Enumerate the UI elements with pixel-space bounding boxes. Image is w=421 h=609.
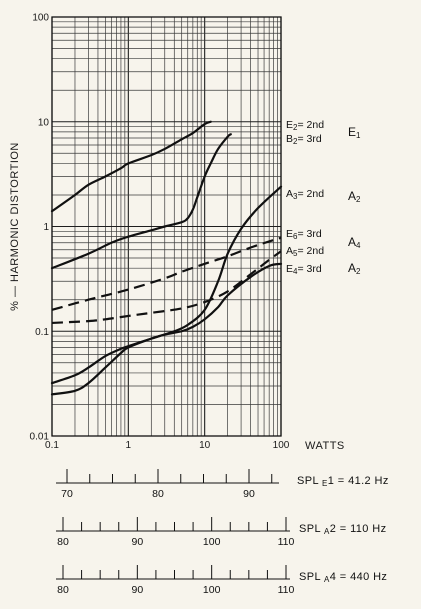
annotation-group-label: A2 — [348, 261, 361, 276]
spl-tick-label: 100 — [203, 536, 221, 548]
series-annotation: A3= 2nd — [286, 188, 324, 201]
series-line-4 — [51, 236, 282, 311]
spl-tick-label: 110 — [278, 584, 295, 596]
annotation-group-label: E1 — [348, 125, 361, 140]
spl-tick-label: 80 — [152, 488, 164, 500]
series-annotation: E4= 3rd — [286, 263, 322, 276]
chart-grid — [51, 16, 282, 437]
annotation-group-label: A4 — [348, 235, 361, 250]
annotation-group-label: A2 — [348, 189, 361, 204]
spl-scale-title: SPL E1 = 41.2 Hz — [297, 475, 389, 488]
y-tick-label: 0.1 — [35, 327, 49, 338]
spl-tick-label: 80 — [57, 584, 69, 596]
x-tick-label: 10 — [199, 440, 211, 451]
x-axis-title: WATTS — [305, 440, 345, 452]
x-tick-label: 0.1 — [45, 440, 59, 451]
series-line-6 — [50, 262, 283, 396]
y-axis-title: % — HARMONIC DISTORTION — [9, 142, 21, 311]
series-line-2 — [50, 133, 232, 270]
series-annotation: B2= 3rd — [286, 133, 322, 146]
spl-tick-label: 70 — [61, 488, 73, 500]
x-tick-label: 100 — [273, 440, 290, 451]
plot-frame — [51, 16, 282, 437]
series-annotation: E6= 3rd — [286, 228, 322, 241]
y-tick-label: 0.01 — [30, 432, 50, 443]
y-tick-label: 1 — [43, 222, 49, 233]
series-line-3 — [50, 185, 283, 385]
series-line-1 — [50, 120, 212, 213]
series-annotation: A5= 2nd — [286, 245, 324, 258]
series-line-5 — [51, 250, 282, 325]
series-annotation: E2= 2nd — [286, 119, 324, 132]
spl-tick-label: 90 — [131, 584, 143, 596]
spl-scales: 70 80 90 SPL E1 = 41.2 Hz 80 90 100 110 SPL A2 =… — [56, 469, 389, 596]
spl-scale-title: SPL A2 = 110 Hz — [299, 523, 387, 536]
spl-tick-label: 110 — [278, 536, 295, 548]
x-tick-label: 1 — [126, 440, 132, 451]
y-tick-label: 100 — [32, 13, 49, 24]
series-layer — [50, 120, 283, 396]
spl-tick-label: 90 — [243, 488, 255, 500]
spl-tick-label: 90 — [131, 536, 143, 548]
y-tick-label: 10 — [38, 117, 50, 128]
spl-scale-title: SPL A4 = 440 Hz — [299, 571, 387, 584]
spl-tick-label: 80 — [57, 536, 69, 548]
spl-tick-label: 100 — [203, 584, 221, 596]
